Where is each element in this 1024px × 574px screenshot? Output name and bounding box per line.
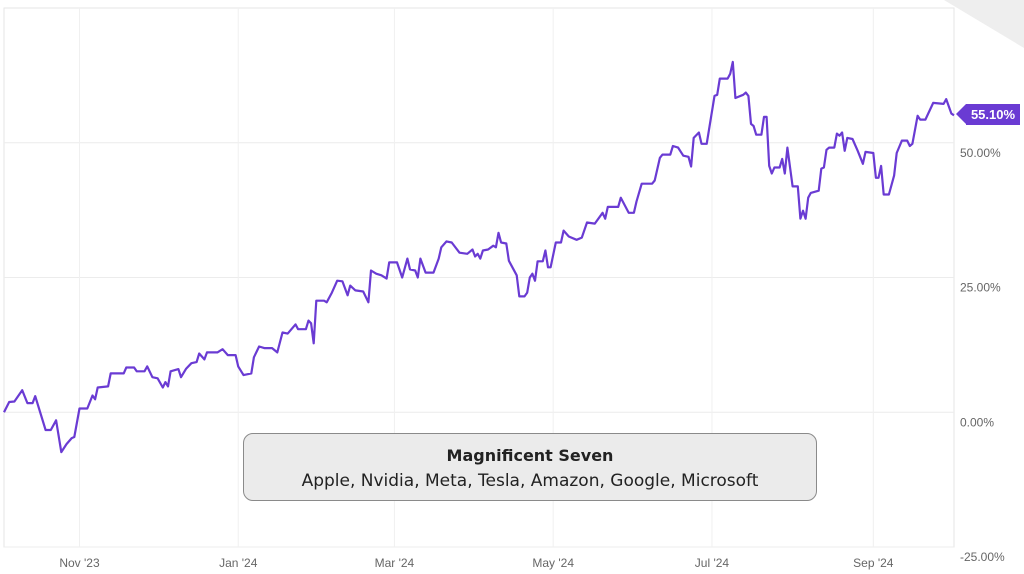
last-value-label: 55.10%	[956, 104, 1020, 125]
x-tick-label: May '24	[532, 556, 574, 570]
y-axis-ticks: 50.00% 25.00% 0.00% -25.00%	[960, 146, 1005, 564]
y-tick-label: 0.00%	[960, 415, 994, 429]
x-tick-label: Nov '23	[59, 556, 100, 570]
x-tick-label: Sep '24	[853, 556, 894, 570]
y-tick-label: -25.00%	[960, 550, 1005, 564]
x-tick-label: Jul '24	[695, 556, 730, 570]
x-axis-ticks: Nov '23 Jan '24 Mar '24 May '24 Jul '24 Sep '…	[59, 556, 893, 570]
series-line	[3, 60, 955, 454]
x-tick-label: Mar '24	[375, 556, 415, 570]
legend-box: Magnificent Seven Apple, Nvidia, Meta, T…	[243, 433, 817, 501]
corner-decoration	[944, 0, 1024, 48]
y-tick-label: 50.00%	[960, 146, 1001, 160]
legend-title: Magnificent Seven	[446, 446, 614, 465]
x-tick-label: Jan '24	[219, 556, 258, 570]
legend-subtitle: Apple, Nvidia, Meta, Tesla, Amazon, Goog…	[301, 471, 759, 491]
y-tick-label: 25.00%	[960, 281, 1001, 295]
